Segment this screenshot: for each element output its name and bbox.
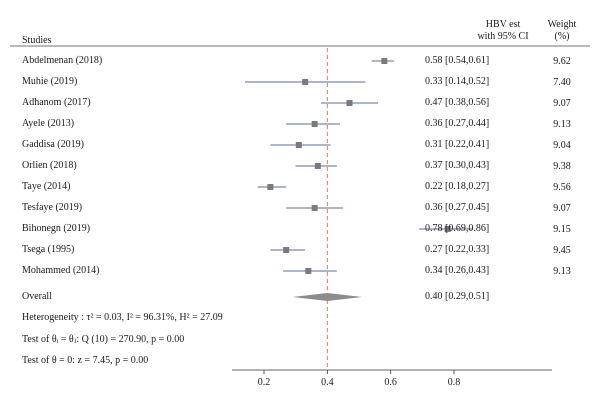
study-weight: 9.56 (553, 182, 571, 193)
estimate-marker (444, 226, 451, 232)
study-name: Mohammed (2014) (22, 265, 100, 276)
study-name: Gaddisa (2019) (22, 139, 84, 150)
overall-label: Overall (22, 291, 52, 302)
study-name: Tsega (1995) (22, 244, 75, 255)
study-weight: 9.04 (553, 140, 571, 151)
estimate-marker (311, 205, 318, 211)
study-name: Adhanom (2017) (22, 97, 91, 108)
weight-header-line-1: Weight (547, 19, 577, 30)
study-name: Taye (2014) (22, 181, 71, 192)
study-estimate: 0.22 [0.18,0.27] (425, 181, 490, 192)
overall-diamond (292, 293, 363, 301)
estimate-marker (267, 184, 274, 190)
weight-header-line-2: (%) (554, 31, 570, 42)
study-estimate: 0.37 [0.30,0.43] (425, 160, 490, 171)
estimate-marker (283, 247, 290, 253)
estimate-header-line-1: HBV est (485, 19, 521, 30)
overall-estimate: 0.40 [0.29,0.51] (425, 291, 490, 302)
x-tick-label: 0.2 (258, 377, 271, 388)
x-tick-label: 0.6 (384, 377, 397, 388)
study-estimate: 0.27 [0.22,0.33] (425, 244, 490, 255)
study-estimate: 0.33 [0.14,0.52] (425, 76, 490, 87)
estimate-marker (302, 79, 309, 85)
estimate-header: HBV est with 95% CI (455, 19, 551, 43)
study-weight: 9.45 (553, 245, 571, 256)
study-weight: 9.13 (553, 119, 571, 130)
x-tick-label: 0.4 (321, 377, 334, 388)
study-weight: 9.62 (553, 56, 571, 67)
study-estimate: 0.36 [0.27,0.45] (425, 202, 490, 213)
study-estimate: 0.47 [0.38,0.56] (425, 97, 490, 108)
stats-line: Test of θᵢ = θⱼ: Q (10) = 270.90, p = 0.… (22, 334, 185, 345)
study-name: Muhie (2019) (22, 76, 78, 87)
study-name: Abdelmenan (2018) (22, 55, 103, 66)
studies-header: Studies (22, 35, 51, 47)
estimate-header-line-2: with 95% CI (477, 31, 529, 42)
stats-line: Test of θ = 0: z = 7.45, p = 0.00 (22, 355, 149, 366)
study-estimate: 0.36 [0.27,0.44] (425, 118, 490, 129)
study-name: Ayele (2013) (22, 118, 75, 129)
weight-header: Weight (%) (540, 19, 584, 43)
study-estimate: 0.58 [0.54,0.61] (425, 55, 490, 66)
estimate-marker (295, 142, 302, 148)
study-name: Orlien (2018) (22, 160, 77, 171)
study-weight: 9.15 (553, 224, 571, 235)
study-estimate: 0.34 [0.26,0.43] (425, 265, 490, 276)
study-estimate: 0.78 [0.69,0.86] (425, 223, 490, 234)
x-tick-label: 0.8 (448, 377, 461, 388)
studies-header-label: Studies (22, 35, 52, 46)
estimate-marker (381, 58, 388, 64)
study-weight: 9.07 (553, 203, 571, 214)
stats-line: Heterogeneity : τ² = 0.03, I² = 96.31%, … (22, 312, 223, 323)
study-estimate: 0.31 [0.22,0.41] (425, 139, 490, 150)
study-name: Tesfaye (2019) (22, 202, 83, 213)
estimate-marker (305, 268, 312, 274)
study-weight: 9.07 (553, 98, 571, 109)
estimate-marker (311, 121, 318, 127)
study-weight: 9.38 (553, 161, 571, 172)
estimate-marker (346, 100, 353, 106)
estimate-marker (314, 163, 321, 169)
study-weight: 9.13 (553, 266, 571, 277)
study-weight: 7.40 (553, 77, 571, 88)
study-name: Bihonegn (2019) (22, 223, 91, 234)
